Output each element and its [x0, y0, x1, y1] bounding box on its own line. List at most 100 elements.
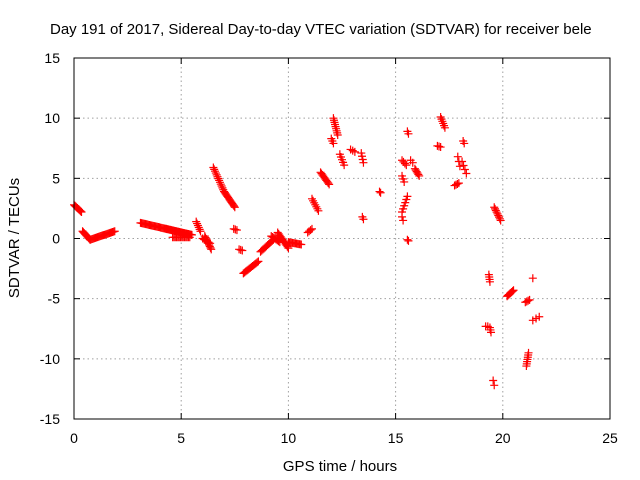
- y-tick-label: 0: [52, 231, 60, 247]
- data-point: [329, 139, 338, 148]
- data-point: [213, 172, 222, 181]
- y-tick-label: 10: [44, 110, 60, 126]
- data-point: [403, 192, 412, 201]
- data-point: [348, 146, 357, 155]
- data-point: [229, 202, 238, 211]
- data-point: [313, 204, 322, 213]
- data-point: [211, 169, 220, 178]
- data-point: [333, 131, 342, 140]
- data-point: [415, 171, 424, 180]
- data-point: [310, 198, 319, 207]
- data-point: [459, 161, 468, 170]
- data-point: [204, 238, 213, 247]
- data-point: [535, 312, 544, 321]
- data-point: [462, 169, 471, 178]
- x-tick-label: 10: [281, 430, 297, 446]
- data-point: [77, 208, 86, 217]
- data-point: [350, 147, 359, 156]
- data-point: [75, 206, 84, 215]
- data-point: [217, 182, 226, 191]
- data-point: [196, 227, 205, 236]
- data-point: [375, 187, 384, 196]
- data-point: [399, 216, 408, 225]
- data-point: [110, 227, 119, 236]
- data-point: [314, 206, 323, 215]
- y-tick-label: -5: [48, 291, 61, 307]
- y-tick-label: -10: [40, 351, 60, 367]
- data-point: [297, 240, 306, 249]
- data-point: [489, 376, 498, 385]
- y-tick-label: 5: [52, 170, 60, 186]
- data-point: [400, 159, 409, 168]
- data-point: [230, 203, 239, 212]
- data-point: [307, 224, 316, 233]
- data-point: [207, 245, 216, 254]
- data-point: [485, 277, 494, 286]
- data-point: [495, 214, 504, 223]
- data-point: [306, 226, 315, 235]
- data-point: [436, 143, 445, 152]
- data-point: [309, 196, 318, 205]
- data-point: [403, 235, 412, 244]
- grid-layer: [74, 58, 610, 419]
- data-point: [491, 206, 500, 215]
- data-point: [414, 170, 423, 179]
- data-point: [236, 245, 245, 254]
- x-tick-label: 25: [602, 430, 618, 446]
- data-point: [206, 239, 215, 248]
- data-point: [218, 183, 227, 192]
- data-point: [195, 225, 204, 234]
- x-tick-label: 5: [177, 430, 185, 446]
- data-point: [496, 216, 505, 225]
- data-point: [453, 152, 462, 161]
- data-point: [404, 236, 413, 245]
- data-point: [404, 129, 413, 138]
- data-point: [359, 158, 368, 167]
- data-point: [524, 296, 533, 305]
- data-point: [507, 287, 516, 296]
- data-point: [238, 246, 247, 255]
- data-point: [408, 158, 417, 167]
- data-point: [340, 161, 349, 170]
- data-point: [76, 207, 85, 216]
- data-point: [312, 202, 321, 211]
- data-point: [490, 203, 499, 212]
- data-point: [508, 287, 517, 296]
- data-points-layer: [70, 112, 544, 390]
- data-point: [453, 179, 462, 188]
- data-point: [325, 180, 334, 189]
- data-point: [454, 179, 463, 188]
- data-point: [440, 123, 449, 132]
- data-point: [460, 165, 469, 174]
- y-axis-label: SDTVAR / TECUs: [6, 178, 23, 298]
- data-point: [495, 213, 504, 222]
- data-point: [359, 215, 368, 224]
- data-point: [324, 179, 333, 188]
- data-point: [215, 176, 224, 185]
- plot-frame: [73, 57, 611, 420]
- chart-title: Day 191 of 2017, Sidereal Day-to-day VTE…: [50, 21, 592, 38]
- data-point: [460, 139, 469, 148]
- data-point: [458, 157, 467, 166]
- data-point: [509, 286, 518, 295]
- data-point: [209, 163, 218, 172]
- data-point: [215, 178, 224, 187]
- data-point: [493, 209, 502, 218]
- data-point: [311, 200, 320, 209]
- data-point: [211, 167, 220, 176]
- data-point: [455, 162, 464, 171]
- y-tick-label: 15: [44, 50, 60, 66]
- data-point: [214, 174, 223, 183]
- data-point: [494, 211, 503, 220]
- x-tick-label: 0: [70, 430, 78, 446]
- data-point: [194, 223, 203, 232]
- data-point: [210, 165, 219, 174]
- data-point: [212, 170, 221, 179]
- data-point: [193, 219, 202, 228]
- data-point: [376, 188, 385, 197]
- x-axis-label: GPS time / hours: [283, 458, 397, 475]
- x-tick-labels: 0 5 10 15 20 25: [70, 430, 618, 446]
- data-point: [524, 348, 533, 357]
- data-point: [231, 225, 240, 234]
